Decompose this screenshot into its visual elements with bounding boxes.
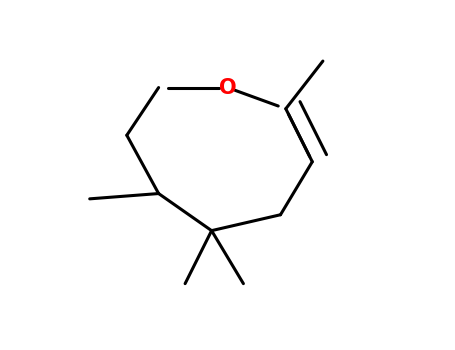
Text: O: O <box>219 78 236 98</box>
